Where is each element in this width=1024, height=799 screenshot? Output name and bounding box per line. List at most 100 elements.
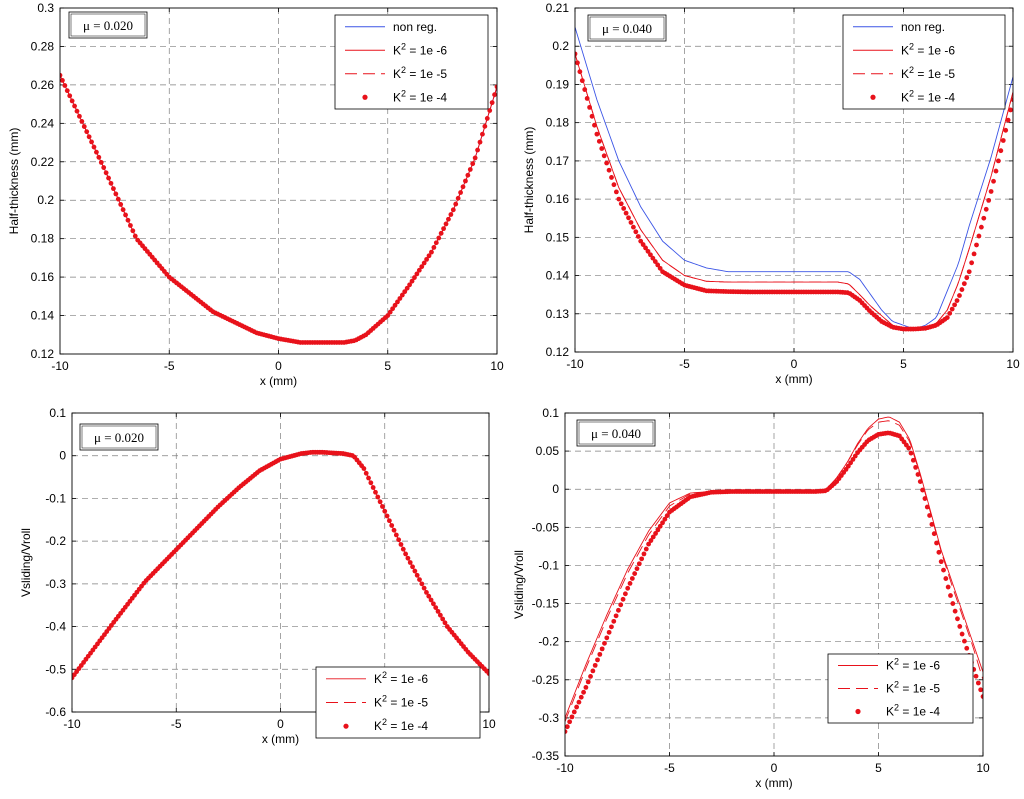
data-point: [480, 131, 485, 137]
data-point: [583, 685, 589, 690]
data-point: [641, 551, 647, 557]
data-point: [611, 618, 617, 624]
data-point: [424, 256, 429, 262]
data-point: [618, 201, 624, 207]
data-point: [387, 309, 393, 315]
data-point: [380, 504, 385, 509]
y-tick-label: -0.6: [45, 705, 66, 719]
data-point: [635, 234, 641, 239]
data-point: [569, 714, 575, 720]
data-point: [626, 215, 631, 221]
x-tick-label: 5: [384, 359, 391, 373]
data-point: [69, 98, 75, 104]
y-tick-label: 0.22: [31, 155, 55, 169]
data-point: [611, 182, 617, 188]
legend: non reg. K2 = 1e -6 K2 = 1e -5 K2 = 1e -4: [842, 14, 1006, 110]
data-point: [118, 202, 124, 207]
series-group: [60, 72, 497, 345]
y-tick-label: 0.1: [542, 406, 559, 420]
series-k2-1e-4: [575, 51, 1013, 332]
data-point: [106, 175, 111, 181]
x-tick-label: 10: [976, 761, 990, 775]
y-tick-label: 0.1: [49, 406, 66, 420]
data-point: [130, 228, 136, 234]
data-point: [664, 513, 670, 519]
data-point: [128, 223, 133, 228]
data-point: [421, 585, 427, 591]
data-point: [438, 230, 444, 236]
data-point: [64, 88, 70, 94]
data-point: [587, 104, 592, 110]
data-point: [952, 608, 958, 614]
data-point: [123, 212, 128, 218]
data-point: [86, 134, 92, 140]
data-point: [584, 96, 590, 101]
data-point: [60, 72, 63, 78]
axes-box: [564, 412, 984, 757]
legend: K2 = 1e -6 K2 = 1e -5 K2 = 1e -4: [827, 653, 974, 724]
data-point: [1008, 107, 1013, 113]
data-point: [978, 224, 984, 230]
chart-panel-2: -10 -5 0 5 10 0.12 0.13 0.14 0.15 0.16 0.17 0.18 0.1…: [522, 1, 1020, 386]
x-axis-label: x (mm): [755, 776, 792, 790]
data-point: [386, 518, 392, 524]
data-point: [648, 252, 653, 258]
y-tick-label: -0.35: [532, 749, 560, 763]
data-point: [89, 139, 94, 145]
data-point: [602, 640, 607, 646]
data-point: [629, 576, 635, 581]
data-point: [655, 527, 661, 533]
data-point: [436, 235, 442, 241]
y-tick-label: -0.2: [538, 635, 559, 649]
y-tick-label: 0.05: [536, 444, 560, 458]
data-point: [653, 531, 658, 536]
data-point: [565, 724, 570, 730]
data-point: [609, 175, 614, 180]
legend-marker: [855, 708, 861, 715]
data-point: [494, 84, 497, 90]
y-tick-label: 0.26: [31, 78, 55, 92]
data-point: [398, 542, 404, 547]
data-point: [472, 155, 478, 161]
axes-box: [71, 412, 490, 713]
data-point: [906, 445, 912, 451]
data-point: [575, 60, 580, 66]
data-point: [477, 139, 483, 145]
y-tick-label: 0.14: [546, 269, 570, 283]
data-point: [961, 281, 967, 287]
data-point: [443, 221, 449, 227]
data-point: [385, 313, 391, 318]
legend-label: K2 = 1e -4: [886, 703, 940, 719]
data-point: [404, 285, 410, 291]
axes-box: [59, 7, 498, 355]
data-point: [410, 564, 415, 570]
y-tick-label: 0.12: [546, 345, 570, 359]
data-point: [980, 694, 983, 699]
data-point: [988, 189, 994, 194]
data-point: [492, 92, 497, 98]
series-group: [575, 26, 1013, 332]
data-point: [959, 287, 965, 292]
annotation-box: [576, 419, 656, 447]
data-point: [998, 148, 1004, 154]
y-tick-label: 0.19: [546, 77, 570, 91]
legend-label: K2 = 1e -6: [374, 670, 428, 686]
chart-panel-4: -10 -5 0 5 10 -0.35 -0.3 -0.25 -0.2 -0.15 -0.1 -0.0…: [512, 406, 990, 790]
data-point: [399, 292, 405, 298]
data-point: [419, 581, 425, 587]
data-point: [920, 487, 926, 493]
data-point: [936, 549, 942, 555]
data-point: [655, 262, 661, 268]
data-point: [375, 494, 381, 500]
data-point: [448, 212, 454, 217]
data-point: [96, 154, 102, 160]
mu-annotation: μ = 0.040: [576, 419, 656, 447]
data-point: [991, 178, 996, 184]
x-tick-label: -10: [63, 717, 81, 731]
data-point: [81, 124, 87, 129]
series-k2-1e-4: [565, 430, 983, 735]
data-point: [414, 572, 420, 578]
series-non-reg-: [575, 26, 1013, 330]
x-tick-label: 10: [490, 359, 504, 373]
data-point: [571, 709, 577, 715]
